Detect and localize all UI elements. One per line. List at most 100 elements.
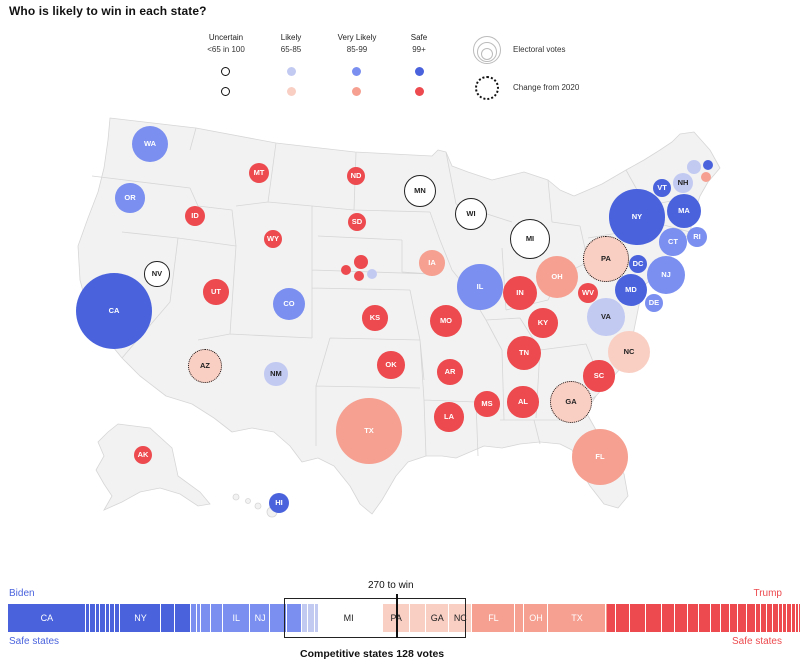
state-bubble-al[interactable]: AL [507, 386, 539, 418]
bar-segment[interactable] [778, 604, 782, 632]
state-bubble-ms[interactable]: MS [474, 391, 500, 417]
state-bubble-ar[interactable]: AR [437, 359, 463, 385]
state-bubble-me[interactable] [686, 159, 702, 175]
state-bubble-ak[interactable]: AK [133, 445, 152, 464]
bar-segment[interactable] [746, 604, 755, 632]
bar-segment[interactable] [674, 604, 687, 632]
bar-segment[interactable] [314, 604, 316, 632]
bar-segment[interactable] [114, 604, 120, 632]
bar-segment[interactable] [471, 604, 515, 632]
state-bubble-pa[interactable]: PA [583, 236, 629, 282]
bar-segment[interactable] [301, 604, 307, 632]
bar-segment[interactable] [687, 604, 699, 632]
bar-segment[interactable] [337, 604, 359, 632]
state-bubble-la[interactable]: LA [434, 402, 464, 432]
bar-segment[interactable] [515, 604, 523, 632]
bar-segment[interactable] [425, 604, 448, 632]
state-bubble-or[interactable]: OR [115, 183, 145, 213]
bar-segment[interactable] [755, 604, 761, 632]
bar-segment[interactable] [646, 604, 661, 632]
state-bubble-de[interactable]: DE [644, 293, 663, 312]
bar-segment[interactable] [798, 604, 800, 632]
bar-segment[interactable] [270, 604, 287, 632]
bar-segment[interactable] [196, 604, 201, 632]
bar-segment[interactable] [661, 604, 674, 632]
bar-segment[interactable] [729, 604, 738, 632]
bar-segment[interactable] [319, 604, 337, 632]
bar-segment[interactable] [548, 604, 605, 632]
state-bubble-ca[interactable]: CA [75, 272, 153, 350]
state-bubble-ct[interactable]: CT [659, 228, 687, 256]
state-bubble-ny[interactable]: NY [609, 189, 665, 245]
bar-segment[interactable] [160, 604, 175, 632]
bar-segment[interactable] [110, 604, 114, 632]
state-bubble-wy[interactable]: WY [263, 229, 282, 248]
state-bubble-dc[interactable]: DC [628, 254, 647, 273]
state-bubble-me1[interactable] [702, 159, 714, 171]
state-bubble-ga[interactable]: GA [550, 381, 592, 423]
state-bubble-ia[interactable]: IA [419, 250, 445, 276]
state-label: GA [565, 397, 577, 407]
bar-segment[interactable] [175, 604, 190, 632]
state-bubble-sd[interactable]: SD [347, 212, 366, 231]
bar-segment[interactable] [316, 604, 319, 632]
bar-segment[interactable] [222, 604, 249, 632]
bar-segment[interactable] [359, 604, 368, 632]
bar-segment[interactable] [607, 604, 615, 632]
state-bubble-nm[interactable]: NM [264, 362, 288, 386]
state-bubble-me2[interactable] [700, 171, 712, 183]
bar-segment[interactable] [699, 604, 710, 632]
bar-segment[interactable] [787, 604, 791, 632]
bar-segment[interactable] [791, 604, 795, 632]
bar-segment[interactable] [738, 604, 746, 632]
bar-segment[interactable] [190, 604, 196, 632]
bar-segment[interactable] [710, 604, 721, 632]
bar-segment[interactable] [307, 604, 314, 632]
state-bubble-ne[interactable] [353, 254, 369, 270]
state-bubble-ut[interactable]: UT [203, 279, 229, 305]
bar-segment[interactable] [783, 604, 787, 632]
bar-segment[interactable] [761, 604, 767, 632]
state-bubble-ks[interactable]: KS [362, 305, 388, 331]
state-bubble-tx[interactable]: TX [336, 398, 402, 464]
bar-segment[interactable] [211, 604, 222, 632]
bar-segment[interactable] [120, 604, 160, 632]
state-bubble-nv[interactable]: NV [144, 261, 170, 287]
state-bubble-mi[interactable]: MI [509, 218, 551, 260]
state-bubble-ky[interactable]: KY [528, 308, 558, 338]
bar-segment[interactable] [368, 604, 382, 632]
state-bubble-nc[interactable]: NC [608, 331, 650, 373]
competitive-states-label: Competitive states 128 votes [300, 648, 445, 660]
state-bubble-va[interactable]: VA [587, 298, 625, 336]
state-bubble-ok[interactable]: OK [377, 351, 405, 379]
bar-segment[interactable] [795, 604, 798, 632]
state-bubble-sc[interactable]: SC [583, 360, 615, 392]
bar-segment[interactable] [90, 604, 95, 632]
bar-segment[interactable] [105, 604, 110, 632]
state-bubble-wa[interactable]: WA [131, 125, 168, 162]
state-bubble-ne3[interactable] [353, 270, 365, 282]
bar-segment[interactable] [201, 604, 211, 632]
state-bubble-vt[interactable]: VT [652, 178, 671, 197]
bar-segment[interactable] [100, 604, 105, 632]
bar-segment[interactable] [250, 604, 270, 632]
bar-segment[interactable] [409, 604, 425, 632]
state-bubble-ne1[interactable] [340, 264, 352, 276]
state-label: SC [593, 371, 605, 381]
state-bubble-ne2[interactable] [366, 268, 378, 280]
bar-segment[interactable] [523, 604, 548, 632]
bar-segment[interactable] [767, 604, 772, 632]
state-bubble-az[interactable]: AZ [187, 348, 223, 384]
bar-segment[interactable] [605, 604, 607, 632]
bar-segment[interactable] [615, 604, 630, 632]
bar-segment[interactable] [8, 604, 85, 632]
state-bubble-il[interactable]: IL [457, 264, 503, 310]
bar-segment[interactable] [772, 604, 778, 632]
bar-segment[interactable] [85, 604, 90, 632]
bar-segment[interactable] [95, 604, 100, 632]
bar-segment[interactable] [630, 604, 646, 632]
state-bubble-nd[interactable]: ND [346, 166, 365, 185]
bar-segment[interactable] [287, 604, 301, 632]
bar-segment[interactable] [721, 604, 729, 632]
bar-segment[interactable] [382, 604, 409, 632]
